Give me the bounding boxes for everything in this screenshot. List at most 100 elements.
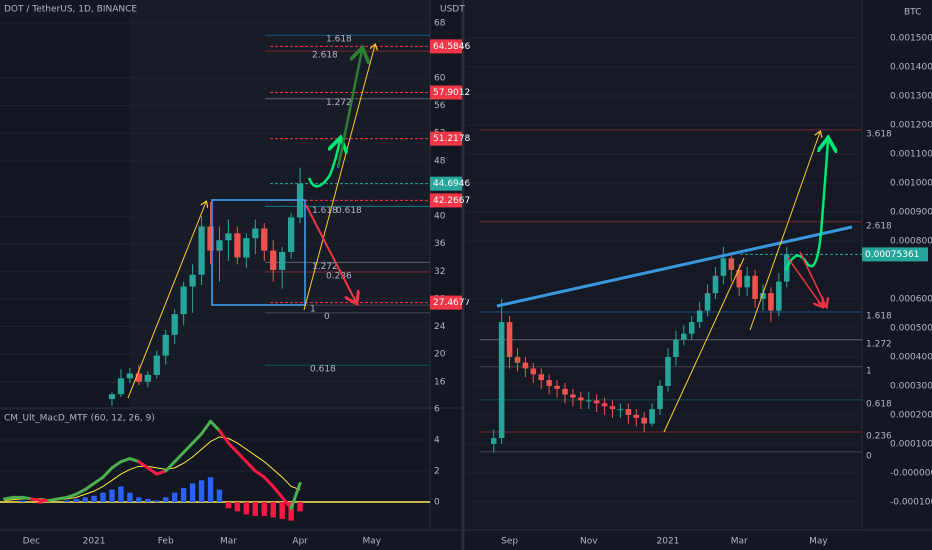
histogram-bar xyxy=(279,502,285,520)
price-tag-label: 51.2178 xyxy=(433,134,470,144)
histogram-bar xyxy=(261,502,267,516)
price-tag xyxy=(430,193,462,208)
histogram-bar xyxy=(154,500,160,503)
histogram-bar xyxy=(37,502,43,504)
price-tag xyxy=(430,176,462,191)
fib-label: 0 xyxy=(866,451,872,461)
fib-label: 2.618 xyxy=(866,221,892,231)
x-tick-label: Apr xyxy=(292,537,308,547)
y-tick-label: 0.00090000 xyxy=(890,207,932,217)
y-tick-label: 0.00080000 xyxy=(890,236,932,246)
price-tag xyxy=(862,247,928,262)
trend-arrow xyxy=(127,202,206,399)
histogram-bar xyxy=(288,502,294,521)
candle-body xyxy=(198,226,205,275)
histogram-bar xyxy=(136,497,142,503)
y-tick-label: 0.00150000 xyxy=(890,33,932,43)
macd-segment xyxy=(29,497,42,502)
histogram-bar xyxy=(172,492,178,503)
candle-body xyxy=(288,217,295,252)
histogram-bar xyxy=(19,500,26,503)
histogram-bar xyxy=(243,502,250,515)
macd-segment xyxy=(20,495,33,501)
y-tick-label: -0.00000000 xyxy=(890,468,932,478)
candle-body xyxy=(117,378,125,395)
currency-label: USDT xyxy=(440,5,465,15)
x-tick-label: Sep xyxy=(501,537,518,547)
fib-label: 2.618 xyxy=(312,51,338,61)
candle-body xyxy=(601,403,608,407)
histogram-bar xyxy=(189,483,196,503)
histogram-bar xyxy=(91,495,97,503)
y-tick-label: 0 xyxy=(434,498,440,508)
histogram-bar xyxy=(216,489,223,503)
macd-segment xyxy=(110,460,123,470)
histogram-bar xyxy=(118,486,124,503)
candle-body xyxy=(108,394,116,400)
projection-arrow xyxy=(787,257,822,306)
candle-body xyxy=(546,380,552,386)
y-tick-label: 6 xyxy=(434,404,440,414)
currency-label: BTC xyxy=(904,8,921,18)
candle-body xyxy=(585,400,592,402)
candle-body xyxy=(720,258,727,276)
candle-body xyxy=(554,385,560,389)
candle-body xyxy=(522,362,529,369)
y-tick-label: 48 xyxy=(434,156,446,166)
fib-label: 1.618 xyxy=(326,35,352,45)
candle-body xyxy=(688,322,695,334)
histogram-bar xyxy=(270,502,276,518)
macd-segment xyxy=(101,466,114,479)
candle-body xyxy=(768,293,774,311)
indicator-title: CM_Ult_MacD_MTF (60, 12, 26, 9) xyxy=(4,414,155,424)
candle-body xyxy=(776,281,782,311)
y-tick-label: 0.00020000 xyxy=(890,410,932,420)
fib-label: 1.272 xyxy=(326,98,352,108)
candle-body xyxy=(578,397,584,401)
candle-body xyxy=(216,240,223,251)
y-tick-label: 32 xyxy=(434,267,445,277)
y-tick-label: 0.00030000 xyxy=(890,381,932,391)
macd-segment xyxy=(253,469,266,479)
y-tick-label: 0.00100000 xyxy=(890,178,932,188)
candle-body xyxy=(126,373,134,379)
x-tick-label: 2021 xyxy=(83,537,106,547)
y-tick-label: 56 xyxy=(434,101,446,111)
macd-segment xyxy=(47,497,60,502)
macd-segment xyxy=(119,457,132,464)
x-tick-label: Feb xyxy=(158,537,174,547)
candle-body xyxy=(712,275,719,294)
candle-body xyxy=(593,400,600,404)
histogram-bar xyxy=(73,498,79,503)
candle-body xyxy=(633,414,640,418)
y-tick-label: 36 xyxy=(434,239,446,249)
candle-body xyxy=(649,409,655,424)
price-tag xyxy=(430,85,462,100)
price-tag-label: 44.6946 xyxy=(433,179,470,189)
y-tick-label: 0.00060000 xyxy=(890,294,932,304)
candle-body xyxy=(252,228,259,239)
y-tick-label: 68 xyxy=(434,18,446,28)
drawings xyxy=(127,45,853,433)
y-tick-label: 2 xyxy=(434,466,440,476)
x-tick-label: May xyxy=(362,537,381,547)
candle-body xyxy=(657,385,663,410)
candle-body xyxy=(752,275,758,299)
macd-segment xyxy=(262,475,275,488)
candle-body xyxy=(506,322,513,357)
candle-body xyxy=(243,238,250,258)
fib-label: 0.618 xyxy=(310,365,336,375)
candle-body xyxy=(270,250,277,270)
x-tick-label: Dec xyxy=(23,537,40,547)
candle-body xyxy=(673,339,679,357)
price-tag xyxy=(430,39,462,54)
candle-body xyxy=(171,314,178,335)
candle-body xyxy=(153,355,160,375)
fib-label: 1 xyxy=(866,366,872,376)
candle-body xyxy=(562,388,568,395)
candle-body xyxy=(189,274,196,287)
macd-segment xyxy=(200,419,213,436)
histogram-bar xyxy=(145,498,151,503)
candle-body xyxy=(530,368,537,375)
fib-label: 0 xyxy=(324,312,330,322)
